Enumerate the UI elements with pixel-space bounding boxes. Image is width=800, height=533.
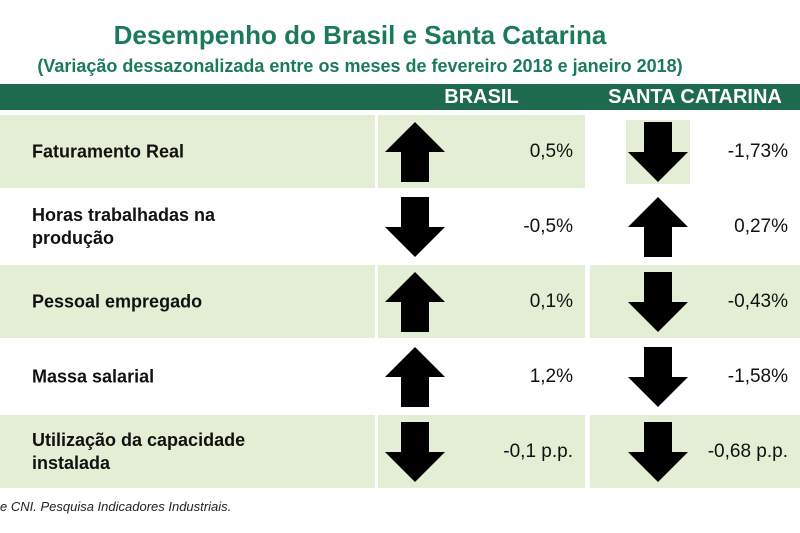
- brasil-cell: 0,5%: [378, 115, 585, 188]
- table-row: Pessoal empregado 0,1% -0,43%: [0, 265, 800, 338]
- arrow-down: [385, 422, 445, 482]
- sc-cell: -0,43%: [590, 265, 800, 338]
- column-header: BRASIL: [444, 86, 519, 108]
- table-row: Utilização da capacidade instalada -0,1 …: [0, 415, 800, 488]
- row-label-cell: Faturamento Real: [0, 115, 375, 188]
- value: -0,68 p.p.: [707, 440, 788, 462]
- sc-cell: -1,58%: [590, 340, 800, 413]
- value: -1,73%: [727, 140, 788, 162]
- arrow-up: [385, 347, 445, 407]
- source-note: e CNI. Pesquisa Indicadores Industriais.: [0, 499, 232, 514]
- row-label: Utilização da capacidade instalada: [32, 429, 246, 473]
- row-label: Horas trabalhadas na produção: [32, 204, 216, 248]
- table-row: Massa salarial 1,2% -1,58%: [0, 340, 800, 413]
- sc-cell: -1,73%: [590, 115, 800, 188]
- column-header: SANTA CATARINA: [608, 86, 782, 108]
- value: -0,5%: [523, 215, 573, 237]
- row-label-cell: Utilização da capacidade instalada: [0, 415, 375, 488]
- row-label-cell: Horas trabalhadas na produção: [0, 190, 375, 263]
- subtitle: (Variação dessazonalizada entre os meses…: [37, 56, 683, 76]
- value: 0,27%: [734, 215, 788, 237]
- value: -0,1 p.p.: [503, 440, 573, 462]
- brasil-cell: 1,2%: [378, 340, 585, 413]
- header-band: [0, 84, 800, 110]
- arrow-up: [385, 272, 445, 332]
- arrow-down: [628, 347, 688, 407]
- table-row: Horas trabalhadas na produção -0,5% 0,27…: [0, 190, 800, 263]
- brasil-cell: -0,5%: [378, 190, 585, 263]
- row-label: Massa salarial: [32, 366, 155, 386]
- arrow-down: [385, 197, 445, 257]
- value: 1,2%: [529, 365, 573, 387]
- sc-cell: 0,27%: [590, 190, 800, 263]
- arrow-up: [385, 122, 445, 182]
- arrow-down: [626, 120, 690, 184]
- row-label-cell: Pessoal empregado: [0, 265, 375, 338]
- sc-cell: -0,68 p.p.: [590, 415, 800, 488]
- value: -0,43%: [727, 290, 788, 312]
- title: Desempenho do Brasil e Santa Catarina: [113, 20, 607, 50]
- arrow-down: [628, 272, 688, 332]
- arrow-down: [628, 422, 688, 482]
- brasil-cell: 0,1%: [378, 265, 585, 338]
- row-label-cell: Massa salarial: [0, 340, 375, 413]
- value: 0,5%: [529, 140, 573, 162]
- row-label: Pessoal empregado: [32, 291, 203, 311]
- arrow-up: [628, 197, 688, 257]
- brasil-cell: -0,1 p.p.: [378, 415, 585, 488]
- row-label: Faturamento Real: [32, 141, 185, 161]
- value: 0,1%: [529, 290, 573, 312]
- table-row: Faturamento Real 0,5% -1,73%: [0, 115, 800, 188]
- value: -1,58%: [727, 365, 788, 387]
